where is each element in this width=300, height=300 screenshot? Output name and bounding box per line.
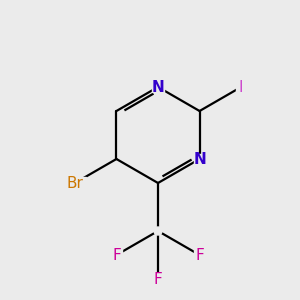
Bar xyxy=(110,249,122,261)
Bar xyxy=(64,177,86,189)
Text: Br: Br xyxy=(66,176,83,190)
Text: F: F xyxy=(112,248,121,262)
Circle shape xyxy=(154,227,162,235)
Bar xyxy=(194,154,206,164)
Bar xyxy=(236,81,246,93)
Bar xyxy=(194,249,206,261)
Text: F: F xyxy=(154,272,162,286)
Text: F: F xyxy=(195,248,204,262)
Bar xyxy=(152,273,164,285)
Text: N: N xyxy=(152,80,164,94)
Text: I: I xyxy=(239,80,243,94)
Text: N: N xyxy=(193,152,206,166)
Bar xyxy=(152,82,164,92)
